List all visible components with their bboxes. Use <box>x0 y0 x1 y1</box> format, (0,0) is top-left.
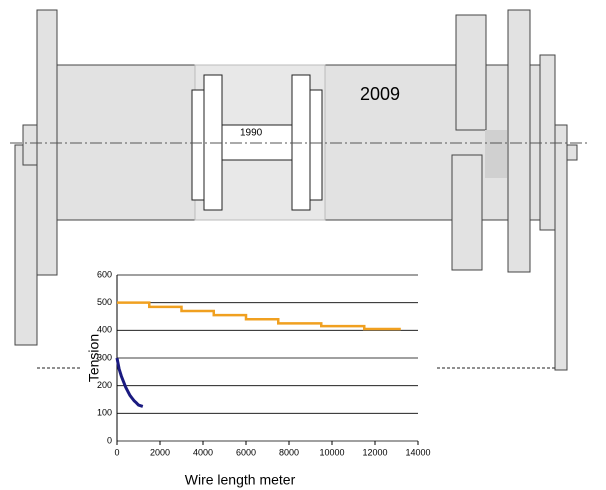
y-tick-label: 0 <box>107 435 112 445</box>
x-tick-label: 0 <box>114 447 119 457</box>
year-label: 2009 <box>360 84 400 104</box>
year-label: 1990 <box>240 128 263 139</box>
x-tick-label: 10000 <box>319 447 344 457</box>
y-tick-label: 200 <box>97 380 112 390</box>
winch-drawing: 2009 1990 <box>10 9 590 371</box>
y-axis-label: Tension <box>86 334 102 382</box>
y-tick-label: 600 <box>97 269 112 279</box>
y-tick-label: 500 <box>97 297 112 307</box>
y-tick-label: 300 <box>97 352 112 362</box>
x-axis-label: Wire length meter <box>185 472 296 488</box>
left-shaft <box>14 144 38 346</box>
right-flange <box>507 9 531 273</box>
gear <box>485 130 507 178</box>
x-tick-label: 2000 <box>150 447 170 457</box>
x-tick-label: 14000 <box>405 447 430 457</box>
y-tick-label: 100 <box>97 408 112 418</box>
right-shaft <box>554 124 568 371</box>
left-bearing <box>22 124 38 166</box>
x-tick-label: 8000 <box>279 447 299 457</box>
flange <box>309 89 323 201</box>
brake-disc <box>455 14 487 131</box>
series-line <box>115 357 144 408</box>
brake-disc <box>451 154 483 271</box>
right-bearing <box>566 144 578 161</box>
chart-background <box>80 262 435 490</box>
flange <box>191 89 205 201</box>
y-tick-label: 400 <box>97 325 112 335</box>
x-tick-label: 6000 <box>236 447 256 457</box>
x-tick-label: 12000 <box>362 447 387 457</box>
series-line <box>117 301 401 331</box>
x-tick-label: 4000 <box>193 447 213 457</box>
